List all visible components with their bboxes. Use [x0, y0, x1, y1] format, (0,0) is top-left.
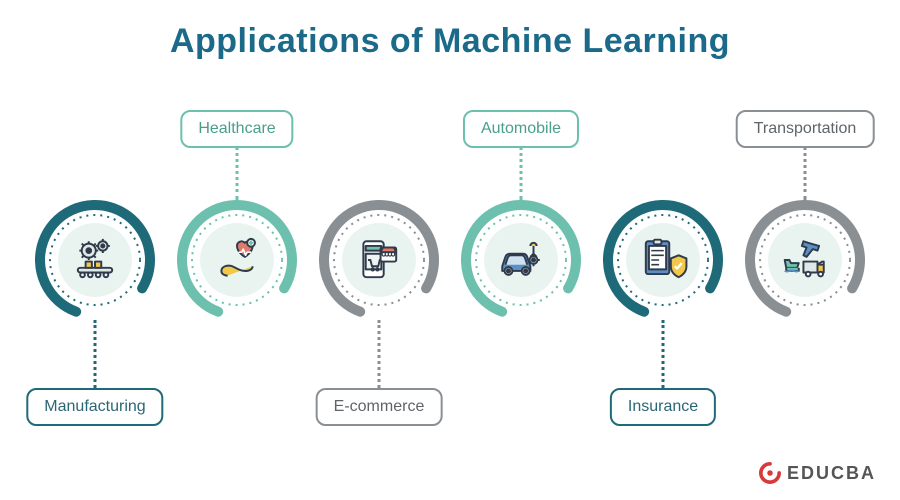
node-manufacturing	[35, 200, 155, 320]
node-insurance	[603, 200, 723, 320]
brand-logo-text: EDUCBA	[787, 463, 876, 484]
label-healthcare: Healthcare	[180, 110, 293, 148]
connector-automobile	[520, 146, 523, 200]
connector-insurance	[662, 320, 665, 388]
connector-ecommerce	[378, 320, 381, 388]
connector-healthcare	[236, 146, 239, 200]
node-automobile	[461, 200, 581, 320]
manufacturing-icon	[57, 222, 133, 298]
node-ecommerce	[319, 200, 439, 320]
label-ecommerce: E-commerce	[316, 388, 443, 426]
label-manufacturing: Manufacturing	[26, 388, 163, 426]
page-title: Applications of Machine Learning	[0, 0, 900, 61]
transportation-icon	[767, 222, 843, 298]
label-insurance: Insurance	[610, 388, 716, 426]
insurance-icon	[625, 222, 701, 298]
connector-manufacturing	[94, 320, 97, 388]
automobile-icon	[483, 222, 559, 298]
ecommerce-icon	[341, 222, 417, 298]
node-transportation	[745, 200, 865, 320]
node-healthcare	[177, 200, 297, 320]
label-automobile: Automobile	[463, 110, 579, 148]
connector-transportation	[804, 146, 807, 200]
brand-logo-mark	[759, 462, 781, 484]
healthcare-icon	[199, 222, 275, 298]
brand-logo: EDUCBA	[759, 462, 876, 484]
label-transportation: Transportation	[736, 110, 875, 148]
nodes-row	[0, 200, 900, 320]
